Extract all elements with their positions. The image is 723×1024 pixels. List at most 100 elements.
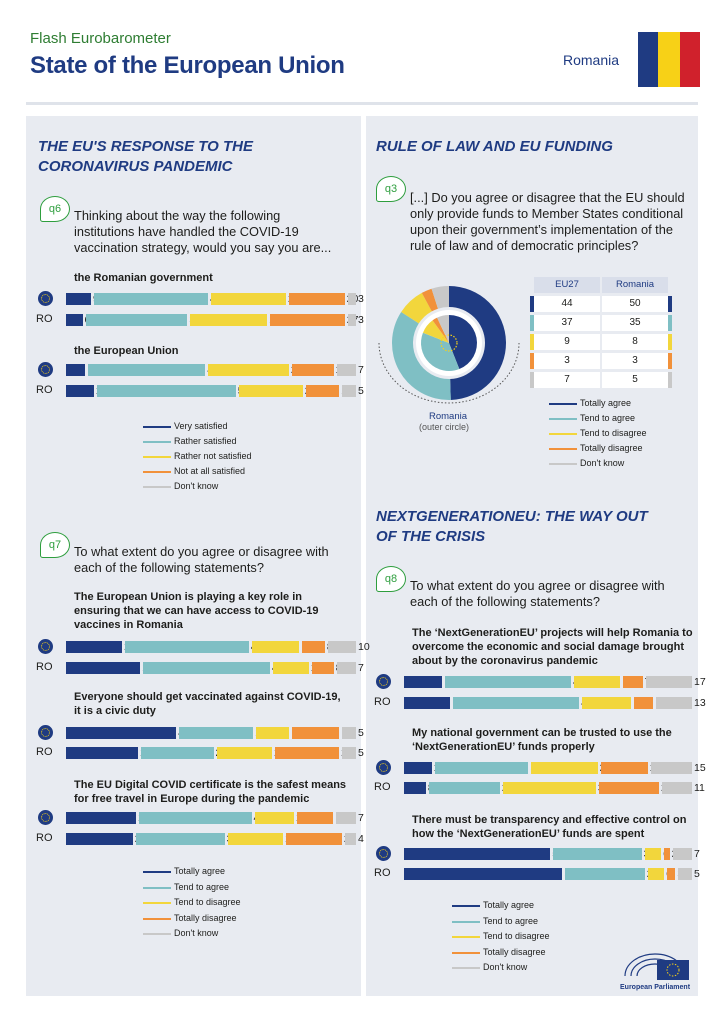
q8-stacked-bar: 144617717: [404, 676, 706, 688]
bar-segment: [227, 833, 284, 845]
data-label: 17: [694, 676, 706, 688]
eu-flag-icon: [38, 291, 53, 306]
table-cell-eu27: 37: [534, 315, 600, 331]
table-row-marker-right: [668, 296, 672, 312]
row-label-ro: RO: [36, 832, 53, 844]
eu-flag-icon: [376, 674, 391, 689]
legend-label: Tend to agree: [174, 881, 230, 892]
bar-segment: [434, 762, 529, 774]
legend-label: Very satisfied: [174, 421, 228, 431]
legend-label: Tend to agree: [483, 915, 539, 926]
bar-segment: [664, 848, 670, 860]
bar-segment: [292, 727, 340, 739]
q8-stacked-bar: 5829635: [404, 868, 700, 880]
table-cell-romania: 35: [602, 315, 668, 331]
legend-swatch: [549, 448, 577, 450]
table-row-marker-right: [668, 334, 672, 350]
bar-segment: [211, 293, 287, 305]
data-label: 7: [358, 662, 364, 674]
legend-swatch: [452, 936, 480, 938]
q7-question: To what extent do you agree or disagree …: [74, 544, 329, 575]
bar-segment: [190, 314, 268, 326]
bar-segment: [125, 641, 249, 653]
donut-note: (outer circle): [419, 422, 470, 432]
table-cell-romania: 8: [602, 334, 668, 350]
table-row-marker-right: [668, 372, 672, 388]
data-label: 7: [694, 848, 700, 860]
table-header: Romania: [602, 277, 668, 293]
bar-segment: [275, 747, 340, 759]
row-label-ro: RO: [36, 661, 53, 673]
q6-stacked-bar: 94127203: [66, 293, 364, 305]
q7-stacked-bar: 254014137: [66, 812, 364, 824]
bar-segment: [645, 676, 692, 688]
donut-slice: [392, 311, 451, 400]
table-cell-eu27: 3: [534, 353, 600, 369]
legend-label: Totally disagree: [174, 912, 237, 923]
flag-red-stripe: [679, 32, 700, 87]
bar-segment: [347, 293, 356, 305]
donut-slice: [449, 315, 477, 370]
q8-stacked-bar: 5332627: [404, 848, 700, 860]
legend-swatch: [143, 886, 171, 889]
eu-flag-icon: [38, 810, 53, 825]
table-cell-eu27: 44: [534, 296, 600, 312]
q7-stacked-bar: 243220204: [66, 833, 364, 845]
legend-swatch: [143, 441, 171, 443]
bar-segment: [256, 727, 290, 739]
q3-donut-chart: [378, 286, 520, 404]
bar-segment: [344, 833, 356, 845]
q6-stacked-bar: 105023125: [66, 385, 364, 397]
bar-segment: [254, 812, 294, 824]
row-label-ro: RO: [36, 746, 53, 758]
q7-item-label: The European Union is playing a key role…: [74, 591, 319, 631]
q8-stacked-bar: 1034241715: [404, 762, 706, 774]
table-row-marker-left: [530, 334, 534, 350]
data-label: 11: [694, 782, 705, 794]
data-label: 7: [358, 812, 364, 824]
legend-label: Don't know: [174, 481, 219, 491]
bar-segment: [289, 293, 345, 305]
table-row-marker-left: [530, 315, 534, 331]
legend-swatch: [143, 917, 171, 920]
q8-item-label: There must be transparency and effective…: [412, 814, 687, 840]
bar-segment: [272, 662, 309, 674]
legend-swatch: [452, 905, 480, 907]
bar-segment: [342, 385, 356, 397]
bar-segment: [502, 782, 596, 794]
table-row-marker-right: [668, 315, 672, 331]
section-title-rule-of-law: RULE OF LAW AND EU FUNDING: [376, 138, 613, 155]
bar-segment: [553, 848, 642, 860]
legend-swatch: [143, 456, 171, 458]
donut-caption: Romania: [429, 411, 468, 422]
page-title: State of the European Union: [30, 52, 345, 79]
bar-segment: [404, 868, 563, 880]
section-title-nextgeneu: NEXTGENERATIONEU: THE WAY OUT OF THE CRI…: [376, 508, 648, 545]
table-cell-eu27: 9: [534, 334, 600, 350]
bar-segment: [647, 868, 665, 880]
q7-stacked-bar: 204417810: [66, 641, 370, 653]
bar-segment: [66, 747, 139, 759]
flag-blue-stripe: [638, 32, 659, 87]
q6-item-label: the European Union: [74, 345, 179, 357]
bar-segment: [598, 782, 659, 794]
row-label-ro: RO: [36, 384, 53, 396]
donut-slice: [449, 286, 507, 400]
table-cell-romania: 3: [602, 353, 668, 369]
bar-segment: [251, 641, 300, 653]
bar-segment: [88, 364, 206, 376]
bar-segment: [66, 641, 123, 653]
q3-badge: q3: [376, 176, 406, 202]
q7-stacked-bar: 402712175: [66, 727, 364, 739]
legend-swatch: [143, 471, 171, 473]
bar-segment: [565, 868, 645, 880]
donut-slice: [421, 332, 460, 371]
q8-item-label: My national government can be trusted to…: [412, 727, 672, 753]
bar-segment: [582, 697, 632, 709]
donut-slice: [422, 320, 449, 343]
bar-segment: [531, 762, 598, 774]
bar-segment: [270, 314, 345, 326]
bar-segment: [66, 385, 94, 397]
bar-segment: [286, 833, 342, 845]
bar-segment: [404, 676, 443, 688]
